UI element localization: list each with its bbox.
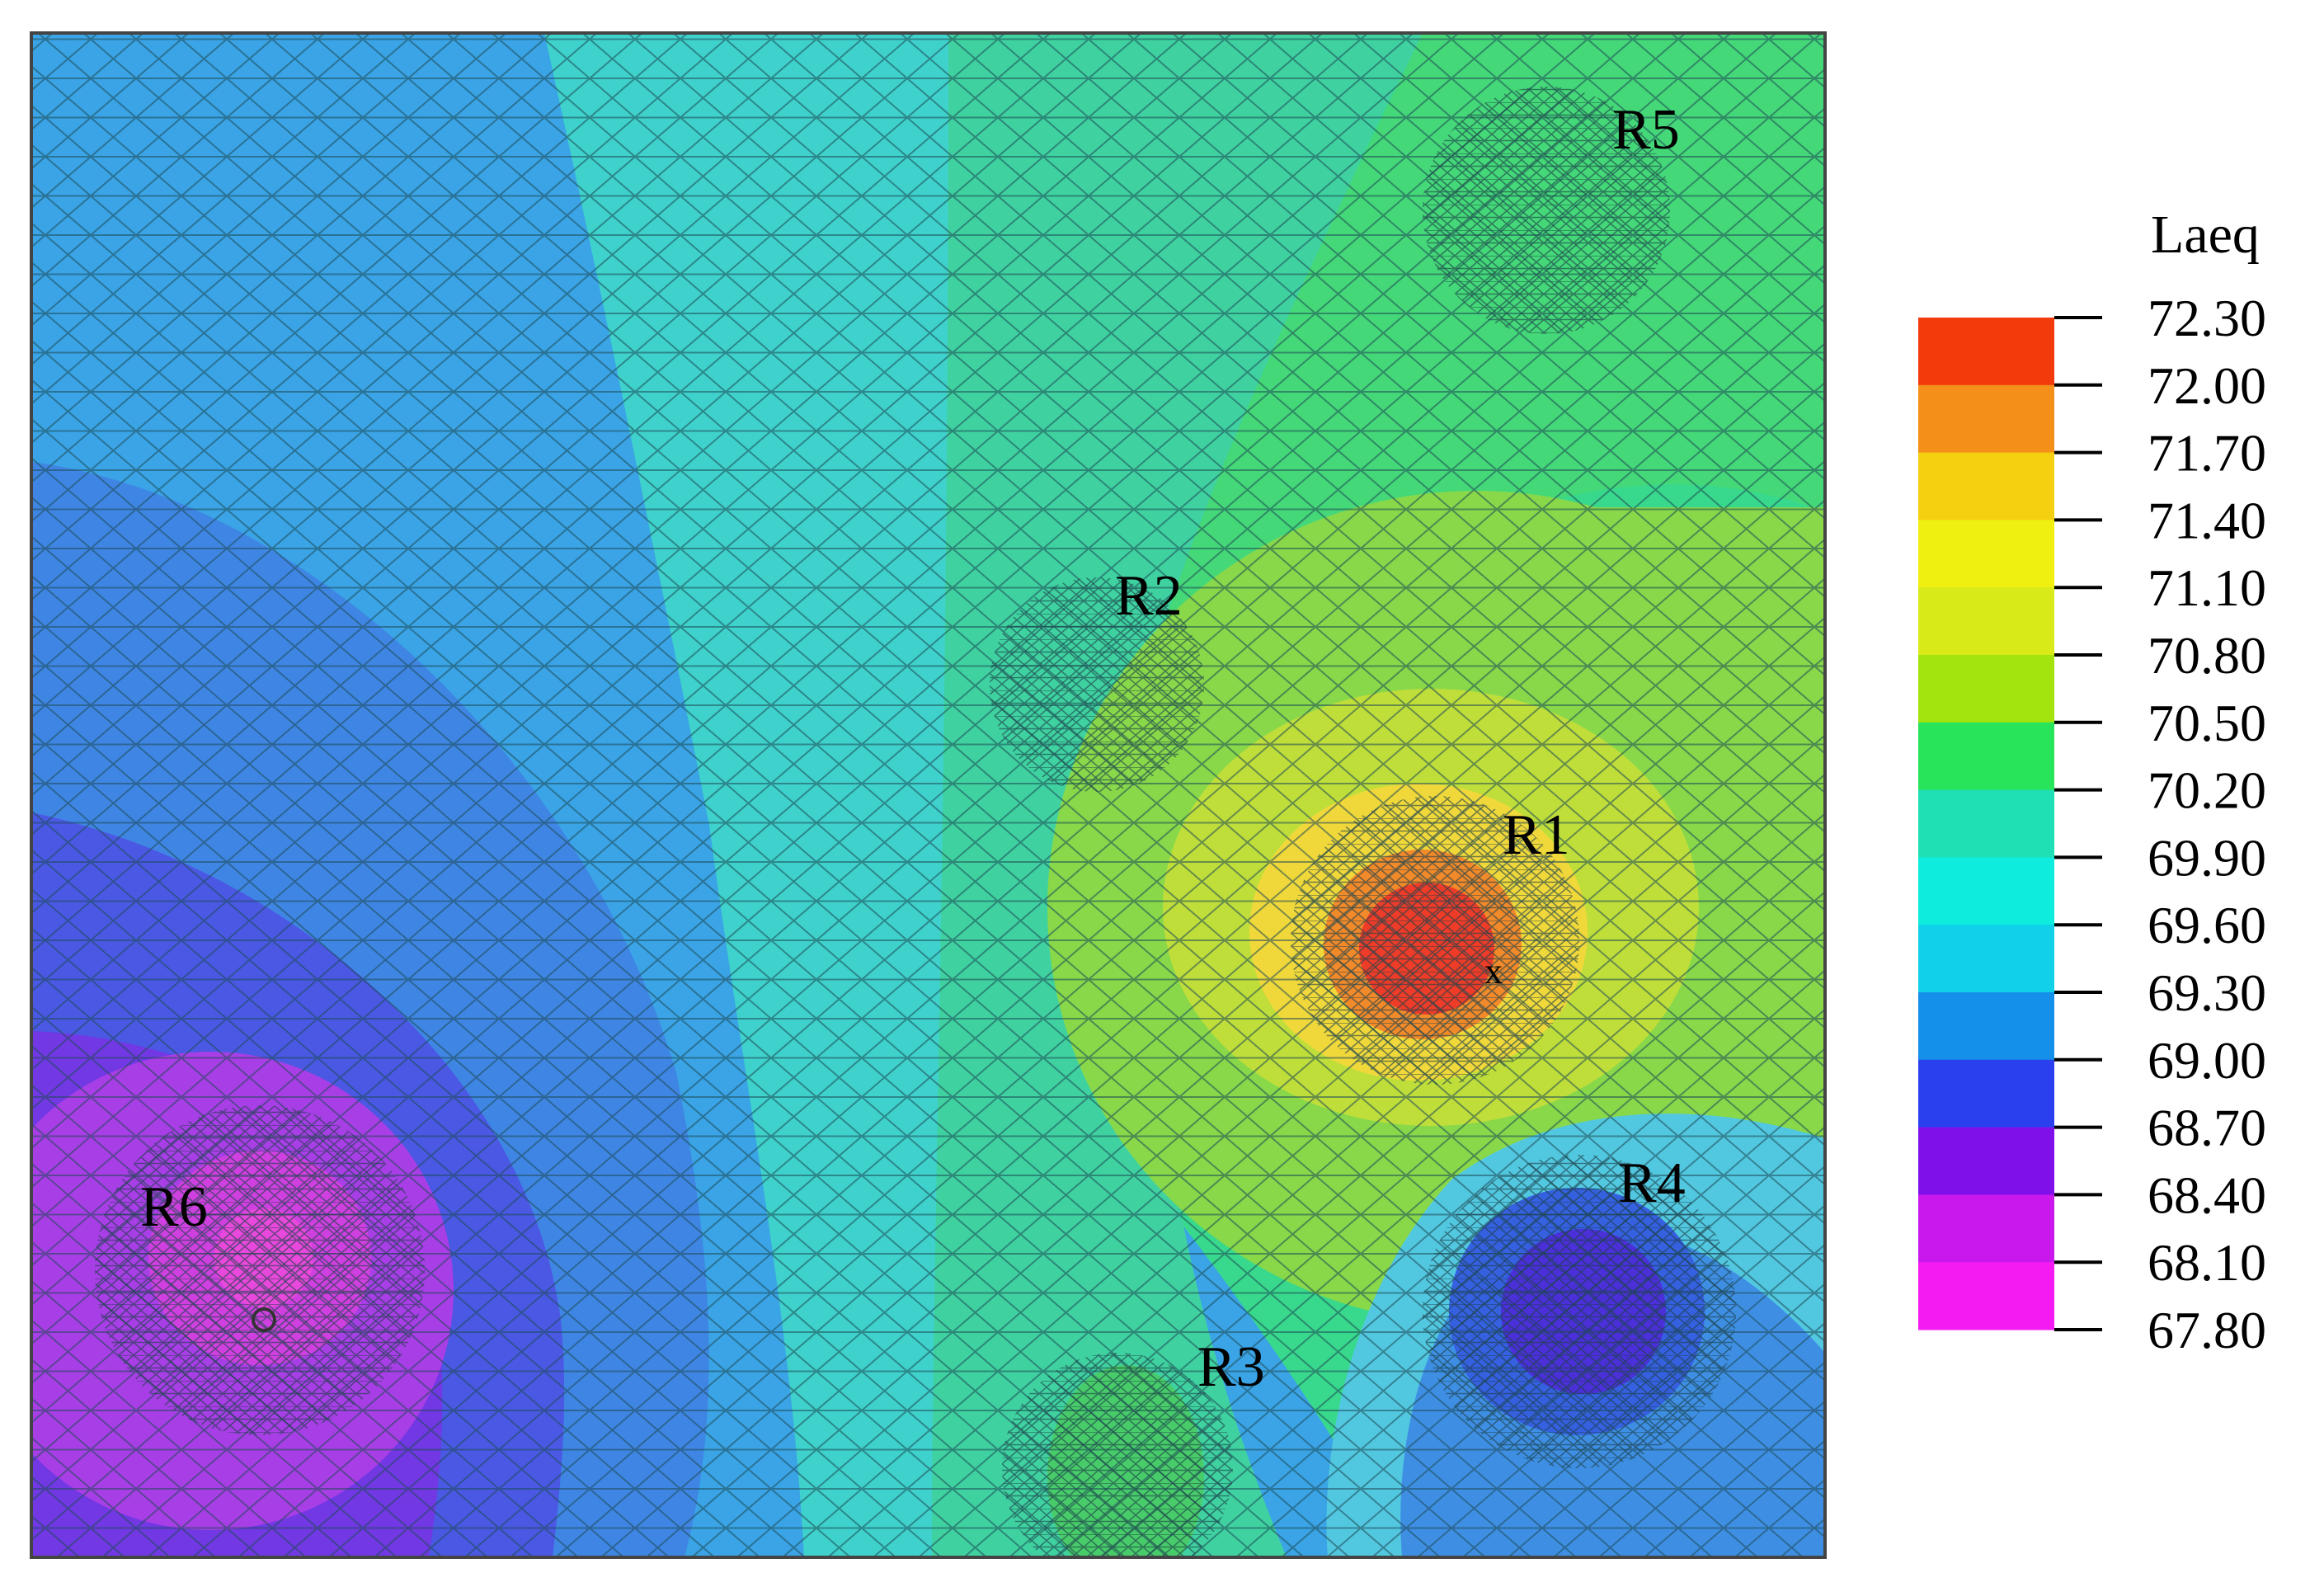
receiver-label-r2: R2 [1115,564,1183,628]
colorbar-tick-label: 68.70 [2148,1099,2266,1157]
colorbar-band [1918,520,2054,588]
colorbar-tick-label: 69.00 [2148,1031,2266,1090]
colorbar-tick-label: 72.30 [2148,289,2266,347]
colorbar-tick-label: 67.80 [2148,1301,2266,1359]
colorbar-tick-label: 72.00 [2148,356,2266,415]
colorbar-tick-label: 68.40 [2148,1166,2266,1224]
mesh-refinement [1423,87,1670,334]
mesh-refinement [990,577,1204,792]
colorbar-band [1918,925,2054,993]
colorbar-band [1918,384,2054,454]
colorbar-band [1918,857,2054,925]
plot-frame [30,31,1827,1559]
colorbar-band [1918,789,2054,858]
colorbar-tick-label: 69.60 [2148,896,2266,954]
receiver-label-r1: R1 [1503,803,1570,867]
colorbar-band [1918,452,2054,520]
receiver-label-r6: R6 [140,1175,208,1239]
colorbar-legend: Laeq 72.30 72.00 71.70 71.40 71.10 70.80 70.50… [1918,205,2266,1359]
mesh-refinement [1423,1155,1736,1468]
colorbar-bands [1918,318,2054,1330]
contour-plot: x [31,33,1825,1557]
mesh-refinement [95,1105,425,1435]
colorbar-tick-label: 68.10 [2148,1233,2266,1292]
colorbar-band [1918,655,2054,723]
colorbar-tick-label: 71.40 [2148,491,2266,549]
source-marker-x: x [1484,951,1503,991]
colorbar-title: Laeq [2151,205,2260,265]
colorbar-band [1918,1262,2054,1330]
colorbar-band [1918,318,2054,386]
colorbar-tick-label: 69.30 [2148,963,2266,1022]
mesh-refinement [1002,1353,1233,1557]
colorbar-ticks: 72.30 72.00 71.70 71.40 71.10 70.80 70.50 70.20… [2054,289,2266,1359]
colorbar-tick-label: 71.70 [2148,424,2266,483]
colorbar-band [1918,1059,2054,1128]
source-marker-o [252,1307,276,1332]
colorbar-band [1918,1194,2054,1263]
receiver-label-r4: R4 [1618,1151,1686,1215]
receiver-labels: R1 R2 R3 R4 R5 R6 [140,98,1686,1399]
colorbar-tick-label: 71.10 [2148,558,2266,617]
colorbar-band [1918,992,2054,1061]
colorbar-tick-label: 70.80 [2148,626,2266,685]
receiver-label-r5: R5 [1612,98,1680,162]
colorbar-band [1918,587,2054,656]
colorbar-band [1918,1127,2054,1195]
mesh-refinement [1291,796,1579,1085]
colorbar-tick-label: 70.50 [2148,694,2266,752]
receiver-label-r3: R3 [1197,1335,1265,1399]
colorbar-tick-label: 69.90 [2148,828,2266,887]
colorbar-tick-label: 70.20 [2148,761,2266,820]
colorbar-band [1918,722,2054,791]
